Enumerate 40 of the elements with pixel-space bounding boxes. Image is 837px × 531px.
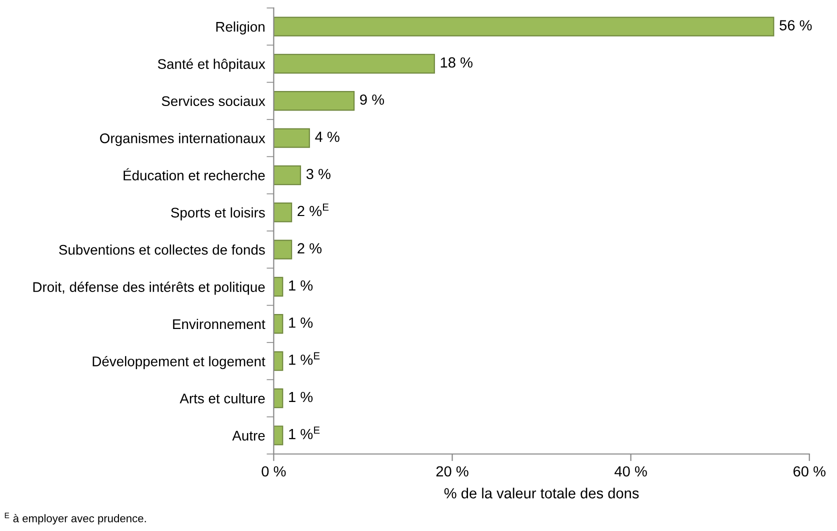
bar <box>274 314 284 334</box>
y-tick-label: Services sociaux <box>162 96 266 106</box>
x-tick-label: 60 % <box>794 466 826 477</box>
bar <box>274 54 435 74</box>
bar <box>274 202 292 222</box>
data-label: 3 % <box>306 168 330 180</box>
bar <box>274 240 292 260</box>
data-label: 56 % <box>780 20 812 30</box>
y-tick-label: Environnement <box>173 318 266 330</box>
y-tick-label: Santé et hôpitaux <box>158 58 266 72</box>
x-tick-label: 20 % <box>436 466 468 477</box>
x-tick-label: 0 % <box>262 466 286 477</box>
text: $^{E}$ à employer avec prudence. <box>4 512 146 525</box>
bar <box>274 351 284 371</box>
data-label: 1 % <box>289 392 313 402</box>
y-tick-label: Autre <box>232 430 265 441</box>
x-tick-label: 40 % <box>614 466 647 477</box>
y-tick-label: Religion <box>216 22 264 34</box>
data-label: 2 %$^{E}$ <box>298 204 329 216</box>
data-label: 1 % <box>289 318 313 328</box>
data-label: 1 %$^{E}$ <box>289 426 320 440</box>
data-label: 2 % <box>298 243 322 254</box>
bar <box>274 16 774 36</box>
bar <box>274 128 310 148</box>
data-label: 1 %$^{E}$ <box>289 352 320 365</box>
bar <box>274 91 355 111</box>
y-tick-label: Subventions et collectes de fonds <box>59 244 265 255</box>
y-tick-label: Arts et culture <box>180 393 265 404</box>
bar <box>274 426 284 446</box>
data-label: 1 % <box>289 280 313 291</box>
y-tick-label: Développement et logement <box>92 356 266 370</box>
data-label: 9 % <box>360 94 384 105</box>
x-axis-title: % de la valeur totale des dons <box>444 488 639 498</box>
y-tick-label: Droit, défense des intérêts et politique <box>33 282 265 295</box>
y-tick-label: Éducation et recherche <box>124 168 265 180</box>
y-tick-label: Organismes internationaux <box>100 133 266 146</box>
bar <box>274 165 302 186</box>
data-label: 4 % <box>315 132 340 142</box>
y-tick-label: Sports et loisirs <box>171 207 265 220</box>
data-label: 18 % <box>440 57 472 68</box>
